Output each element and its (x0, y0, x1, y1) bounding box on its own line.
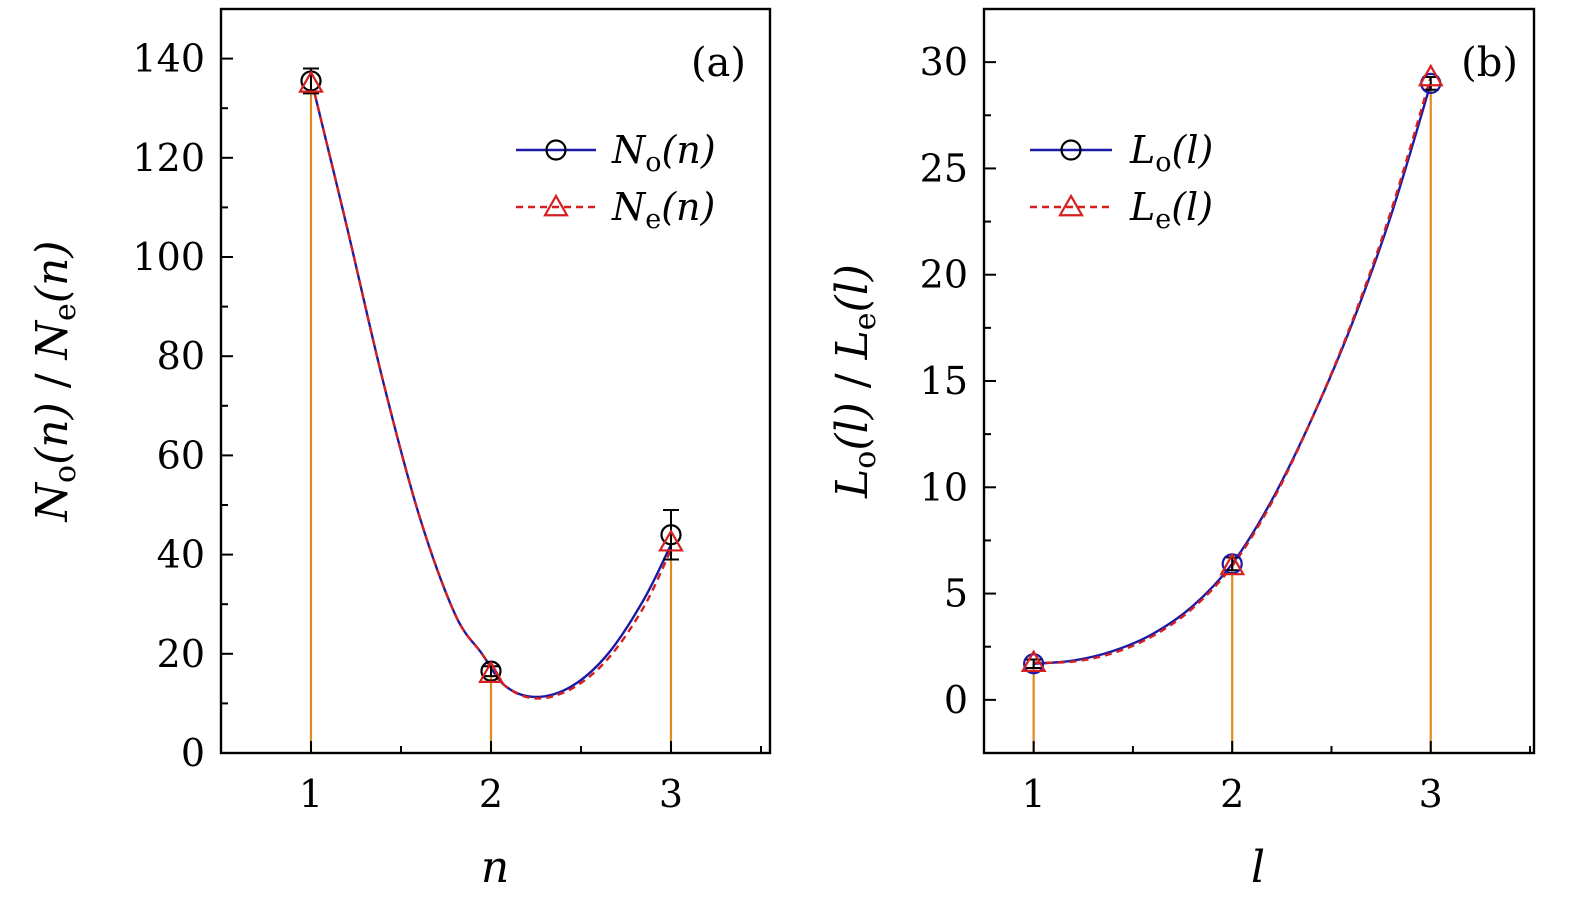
panel-a-x-tick-label: 3 (659, 772, 683, 816)
panel-a-legend-label-1: No(n) (611, 128, 716, 178)
panel-a-series-2-point (658, 528, 684, 552)
panel-b-frame (982, 7, 1536, 755)
panel-a-tag: (a) (691, 40, 746, 86)
panel-b-legend-label-2-arg: (l) (1171, 185, 1213, 229)
panel-b-series-1-point (1023, 653, 1045, 675)
panel-a-y-tick-label: 80 (157, 334, 205, 378)
panel-a-y-tick-label: 120 (132, 136, 205, 180)
panel-a-y-axis-label-part: N (27, 319, 78, 360)
panel-b-y-axis-label: Lo(l) / Le(l) (827, 264, 883, 499)
panel-b-y-axis-label-part: / (827, 359, 878, 402)
panel-b-y-axis-label-part: e (848, 312, 883, 330)
panel-b-legend-marker-1 (1060, 139, 1082, 161)
panel-a-y-axis-label-part: o (48, 465, 83, 483)
panel-a-legend-entry-2: Ne(n) (516, 185, 715, 235)
panel-b-tag: (b) (1461, 40, 1518, 86)
panel-a-series-1-point (660, 524, 682, 546)
panel-b-y-axis-label-part: (l) (827, 402, 878, 450)
panel-a-series-2-point (478, 660, 504, 683)
panel-a-legend-entry-1: No(n) (516, 128, 716, 178)
panel-b-y-axis-label-part: (l) (827, 264, 878, 312)
panel-b-legend-label-2: Le(l) (1129, 185, 1213, 235)
panel-b-legend-label-2-sub: e (1155, 204, 1171, 235)
panel-b-legend-label-1: Lo(l) (1129, 128, 1213, 178)
panel-a-legend-label-2-arg: (n) (661, 185, 715, 229)
panel-b-series-2-point (1417, 63, 1444, 87)
panel-b-y-tick-label: 20 (920, 253, 968, 297)
panel-a-y-tick-label: 140 (132, 37, 205, 81)
panel-a-frame (219, 7, 772, 755)
panel-b-x-tick-label: 1 (1022, 772, 1046, 816)
panel-a-series-1-error-bar (663, 508, 679, 561)
panel-a-series-1-line (313, 93, 673, 699)
panel-b-y-tick-label: 15 (920, 359, 968, 403)
panel-b-legend-entry-2: Le(l) (1030, 185, 1213, 235)
panel-a-y-tick-label: 0 (181, 731, 205, 775)
panel-b-legend-label-1-main: L (1129, 128, 1155, 172)
panel-b-legend-entry-1: Lo(l) (1030, 128, 1213, 178)
panel-a-legend: No(n) Ne(n) (516, 128, 716, 235)
panel-b-legend-label-1-sub: o (1155, 147, 1171, 178)
panel-a-series-group (313, 93, 673, 700)
panel-a-legend-label-1-main: N (611, 128, 647, 172)
panel-a-legend-marker-2 (543, 193, 569, 217)
panel-b-y-axis-label-part: L (827, 469, 878, 499)
panel-a-x-tick-label: 1 (299, 772, 323, 816)
panel-a-y-axis-label-part: (n) (27, 241, 78, 304)
panel-b-y-tick-label: 0 (944, 678, 968, 722)
panel-a-legend-marker-1 (545, 139, 567, 161)
panel-b-series-1-error-bar (1422, 76, 1439, 91)
panel-b-y-tick-label: 25 (920, 146, 968, 190)
panel-b-y-tick-label: 10 (920, 465, 968, 509)
panel-b-y-tick-label: 5 (944, 572, 968, 616)
panel-a-x-tick-label: 2 (479, 772, 503, 816)
panel-b-x-tick-label: 2 (1220, 772, 1244, 816)
panel-b-x-axis-label: l (1251, 842, 1265, 893)
panel-b-y-axis-label-part: o (848, 451, 883, 469)
panel-b-series-2-point (1219, 552, 1246, 576)
panel-b-series-2-point (1020, 649, 1047, 673)
panel-b-y-tick-label: 30 (920, 40, 968, 84)
panel-a-series-2-line (313, 93, 673, 700)
panel-b-x-tick-label: 3 (1419, 772, 1443, 816)
panel-a-legend-label-2: Ne(n) (611, 185, 715, 235)
panel-a-y-axis-label-part: e (48, 303, 83, 321)
panel-a-y-axis-label: No(n) / Ne(n) (27, 241, 83, 523)
panel-a-series-2-point (298, 70, 324, 93)
panel-a-y-axis-label-part: N (27, 481, 78, 522)
panel-a-legend-label-2-sub: e (645, 204, 661, 235)
panel-a-y-axis-label-part: / (27, 359, 78, 402)
panel-a-y-tick-label: 40 (157, 533, 205, 577)
panel-b-series-1-error-bar (1224, 556, 1241, 572)
panel-a-y-axis-label-part: (n) (27, 402, 78, 465)
panel-b-y-axis-label-part: L (827, 330, 878, 360)
panel-a-series-1-error-bar (483, 665, 499, 678)
panel-b-legend: Lo(l) Le(l) (1030, 128, 1213, 235)
panel-a-plot-layer: 1 2 3 0 20 40 60 80 100 120 140 (132, 7, 772, 816)
panel-a-legend-label-1-sub: o (645, 147, 661, 178)
panel-b-legend-label-2-main: L (1129, 185, 1155, 229)
panel-a-legend-label-1-arg: (n) (662, 128, 716, 172)
panel-b-series-2-line (1033, 76, 1432, 664)
panel-a-legend-label-2-main: N (611, 185, 647, 229)
panel-a-y-tick-label: 60 (157, 433, 205, 477)
panel-a-y-tick-label: 20 (157, 632, 205, 676)
panel-b-series-group (1033, 76, 1432, 665)
panel-b-legend-marker-2 (1058, 193, 1084, 217)
panel-b-legend-label-1-arg: (l) (1172, 128, 1214, 172)
panel-a-y-tick-label: 100 (132, 235, 205, 279)
panel-a-x-axis-label: n (481, 842, 509, 893)
